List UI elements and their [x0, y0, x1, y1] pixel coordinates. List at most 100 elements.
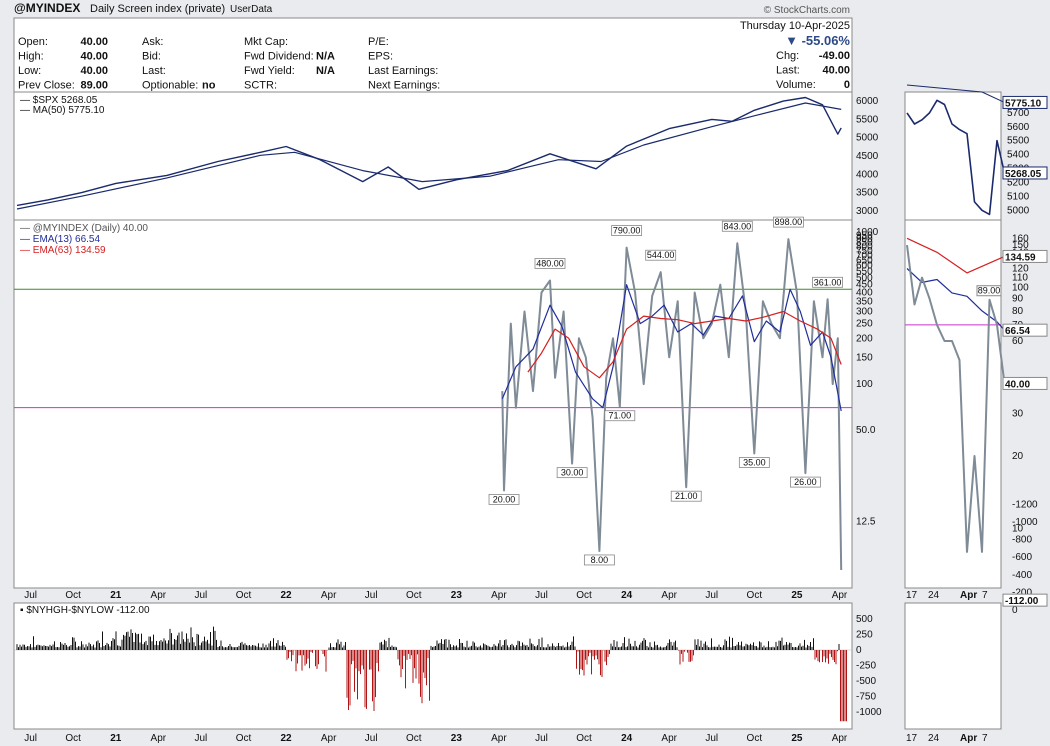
x-tick-label: Jul [24, 590, 37, 601]
field-label: Prev Close: [18, 80, 75, 92]
zoom-value-box [1002, 166, 1048, 180]
quote-date: Thursday 10-Apr-2025 [740, 20, 850, 32]
field-label: Last: [142, 65, 166, 77]
x-tick-label: Jul [705, 733, 718, 744]
y-tick-middle: 200 [856, 333, 873, 344]
field-label: SCTR: [244, 80, 277, 92]
zoom-y-tick: 0 [1012, 605, 1018, 616]
zoom-x-label: 7 [982, 590, 988, 601]
zoom-y-tick: 80 [1012, 306, 1024, 317]
zoom-y-tick: 10 [1012, 524, 1024, 535]
annotation-box [812, 276, 843, 288]
zoom-ma-line [906, 84, 1005, 103]
zoom-value-box [1002, 593, 1048, 607]
y-tick-middle: 800 [856, 242, 873, 253]
y-tick-middle: 850 [856, 238, 873, 249]
field-value: -49.00 [819, 50, 850, 62]
field-value: 40.00 [822, 65, 850, 77]
y-tick-middle: 300 [856, 307, 873, 318]
field-label: EPS: [368, 51, 393, 63]
field-value: 40.00 [80, 51, 108, 63]
y-tick-upper: 4500 [856, 151, 879, 162]
x-tick-label: Jul [705, 590, 718, 601]
field-label: High: [18, 51, 44, 63]
annotation-box [772, 216, 804, 228]
x-tick-label: Apr [661, 733, 677, 744]
annotation-box [604, 410, 636, 422]
x-tick-label: Jul [195, 590, 208, 601]
zoom-y-tick: 5100 [1007, 191, 1030, 202]
y-tick-middle: 950 [856, 230, 873, 241]
x-tick-label: 21 [110, 733, 122, 744]
brand-credit: © StockCharts.com [764, 5, 850, 16]
y-tick-upper: 5500 [856, 114, 879, 125]
y-tick-middle: 550 [856, 266, 873, 277]
zoom-y-tick: 5400 [1007, 150, 1030, 161]
legend-hilo: ▪ $NYHGH-$NYLOW -112.00 [20, 605, 150, 616]
ema13-line [501, 284, 842, 412]
x-tick-label: 21 [110, 590, 122, 601]
x-tick-label: 23 [451, 590, 463, 601]
annotation-box [556, 467, 588, 479]
x-tick-label: Apr [491, 733, 507, 744]
annotation-box [790, 476, 821, 488]
zoom-value-label: 5775.10 [1005, 98, 1042, 109]
zoom-y-tick: 110 [1012, 273, 1028, 284]
field-value: 0 [844, 79, 850, 91]
x-tick-label: Oct [65, 733, 81, 744]
field-value: 40.00 [80, 65, 108, 77]
x-tick-label: Jul [535, 733, 548, 744]
x-tick-label: 25 [791, 733, 803, 744]
y-tick-middle: 500 [856, 273, 873, 284]
field-value: no [202, 80, 216, 92]
legend-ema13: — EMA(13) 66.54 [20, 234, 100, 245]
zoom-y-tick: 160 [1012, 233, 1029, 244]
zoom-y-tick: 20 [1012, 451, 1024, 462]
x-tick-label: Oct [747, 733, 763, 744]
x-tick-label: Apr [832, 590, 848, 601]
zoom-x-label: 24 [928, 733, 940, 744]
zoom-y-tick: 90 [1012, 294, 1024, 305]
annotation-box [611, 225, 643, 236]
zoom-lower-panel [904, 602, 1002, 730]
y-tick-middle: 750 [856, 246, 873, 257]
x-tick-label: 24 [621, 590, 633, 601]
zoom-x-label: Apr [960, 733, 977, 744]
field-label: Next Earnings: [368, 80, 440, 92]
field-label: Open: [18, 36, 48, 48]
zoom-price-line [906, 244, 1006, 553]
x-tick-label: Apr [491, 590, 507, 601]
y-tick-upper: 3000 [856, 206, 879, 217]
zoom-x-label: Apr [960, 590, 977, 601]
x-tick-label: Oct [236, 733, 252, 744]
annotation-label: 790.00 [613, 226, 641, 236]
zoom-y-tick: 5600 [1007, 122, 1030, 133]
y-tick-middle: 700 [856, 251, 873, 262]
annotation-label: 71.00 [609, 411, 632, 421]
zoom-value-box [1002, 95, 1048, 109]
ma50-line [16, 102, 842, 210]
x-tick-label: Oct [406, 733, 422, 744]
chart-header: @MYINDEX Daily Screen index (private) Us… [13, 1, 853, 93]
zoom-y-tick: -800 [1012, 535, 1032, 546]
field-value: N/A [316, 51, 335, 63]
zoom-y-tick: 60 [1012, 336, 1024, 347]
y-tick-upper: 6000 [856, 96, 879, 107]
ema63-line [527, 310, 842, 379]
y-tick-upper: 3500 [856, 188, 879, 199]
field-label: Optionable: [142, 80, 198, 92]
y-tick-middle: 600 [856, 261, 873, 272]
legend-ema63: — EMA(63) 134.59 [20, 245, 106, 256]
x-tick-label: 24 [621, 733, 633, 744]
y-tick-lower: -250 [856, 661, 876, 672]
zoom-y-tick: 5000 [1007, 205, 1030, 216]
myindex-line [501, 238, 843, 571]
y-tick-middle: 350 [856, 296, 873, 307]
zoom-value-label: 40.00 [1005, 379, 1030, 390]
x-tick-label: Jul [195, 733, 208, 744]
field-value: 40.00 [80, 36, 108, 48]
plot-layer: Open: 40.00 High: 40.00 Low: 40.00 Prev Close:… [14, 36, 1048, 744]
annotation-label: 898.00 [775, 217, 803, 227]
field-label: Ask: [142, 36, 163, 48]
zoom-x-label: 7 [982, 733, 988, 744]
